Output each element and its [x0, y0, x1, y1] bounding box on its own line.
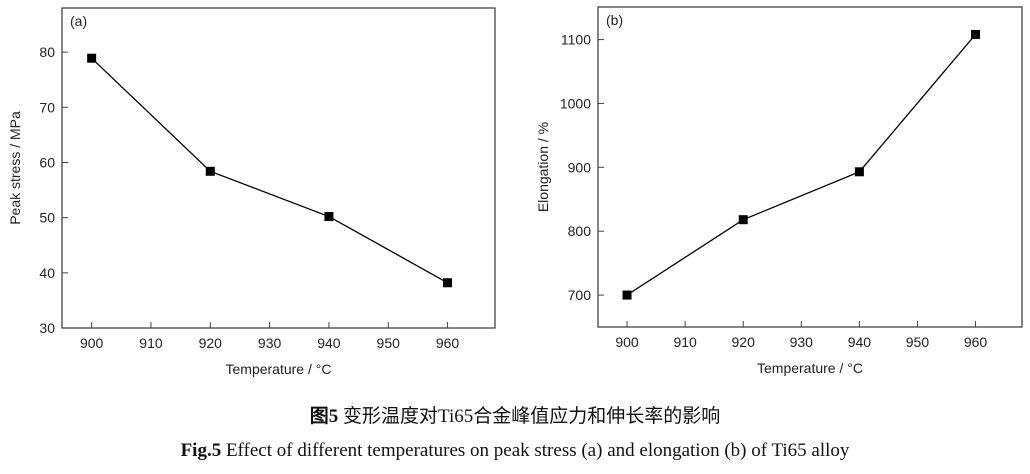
panel-a-x-axis-label: Temperature / °C — [226, 361, 332, 377]
panel-b-x-tick-label: 940 — [848, 334, 872, 350]
panel-a-series-line — [91, 57, 448, 284]
panel-b-data-point — [622, 290, 632, 300]
panel-a-data-point — [324, 212, 334, 222]
caption-cn-label: 图5 — [309, 406, 339, 427]
figure-charts: 900 910 920 930 940 950 960 30 40 50 60 70 80 Tempera… — [7, 6, 1023, 377]
panel-a-panel-label: (a) — [70, 13, 87, 29]
panel-b-panel-label: (b) — [606, 12, 623, 28]
caption-en-label: Fig.5 — [180, 440, 222, 461]
panel-a-y-axis-label: Peak stress / MPa — [7, 111, 23, 225]
panel-b-x-tick-label: 960 — [964, 334, 988, 350]
caption-en-text: Effect of different temperatures on peak… — [225, 440, 850, 461]
panel-a-x-tick-label: 930 — [258, 335, 282, 351]
panel-b-series-line — [626, 34, 977, 296]
panel-a-y-tick-label: 70 — [39, 99, 55, 115]
panel-b-y-tick-label: 1000 — [560, 95, 591, 111]
panel-b-y-tick-label: 1100 — [561, 32, 591, 48]
panel-b-data-point — [854, 167, 864, 177]
panel-a-x-tick-label: 900 — [80, 335, 104, 351]
panel-a-data-point — [87, 53, 97, 63]
panel-a-data-point — [443, 278, 453, 288]
panel-a-x-tick-label: 940 — [317, 335, 341, 351]
panel-b-y-tick-label: 900 — [568, 159, 592, 175]
panel-b-x-axis-label: Temperature / °C — [757, 360, 863, 376]
panel-a-y-tick-label: 30 — [39, 320, 55, 336]
panel-a-y-tick-label: 80 — [39, 44, 55, 60]
panel-b-y-tick-label: 800 — [568, 223, 592, 239]
panel-b-y-tick-label: 700 — [568, 287, 592, 303]
panel-b-x-tick-label: 910 — [673, 334, 697, 350]
panel-a-data-point — [205, 166, 215, 176]
panel-a-plot-frame — [61, 7, 496, 329]
panel-a-x-tick-label: 960 — [436, 335, 460, 351]
panel-a-x-tick-label: 920 — [199, 335, 223, 351]
panel-a-y-tick-label: 60 — [39, 154, 55, 170]
panel-b-x-tick-label: 920 — [732, 334, 756, 350]
panel-a-x-tick-label: 950 — [377, 335, 401, 351]
panel-a-x-tick-label: 910 — [139, 335, 163, 351]
panel-b-data-point — [738, 215, 748, 225]
caption-english: Fig.5 Effect of different temperatures o… — [0, 440, 1030, 462]
panel-a-y-tick-label: 40 — [39, 265, 55, 281]
panel-b-x-tick-label: 930 — [790, 334, 814, 350]
panel-a-y-tick-label: 50 — [39, 210, 55, 226]
caption-chinese: 图5 变形温度对Ti65合金峰值应力和伸长率的影响 — [0, 401, 1030, 428]
panel-b-data-point — [971, 29, 981, 39]
panel-b-x-tick-label: 950 — [906, 334, 930, 350]
caption-cn-text: 变形温度对Ti65合金峰值应力和伸长率的影响 — [343, 406, 721, 427]
panel-b-y-axis-label: Elongation / % — [535, 122, 551, 212]
panel-b-x-tick-label: 900 — [615, 334, 639, 350]
